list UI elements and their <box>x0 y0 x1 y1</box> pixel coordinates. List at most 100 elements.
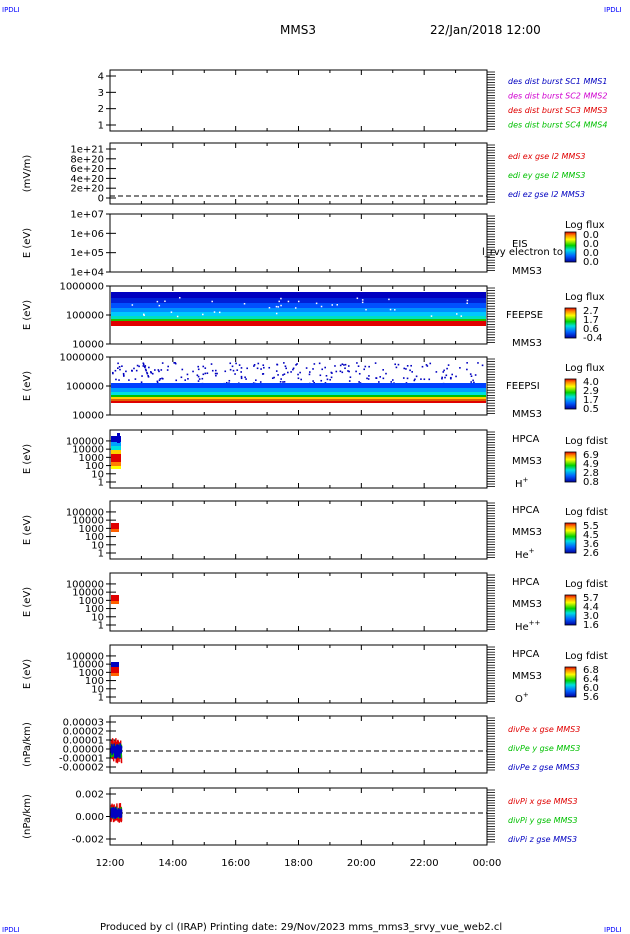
heat-speck <box>142 313 145 316</box>
x-tick-label: 12:00 <box>96 858 125 869</box>
y-tick-label: 1 <box>98 693 104 704</box>
y-tick-label: -0.00001 <box>59 754 104 765</box>
heat-speck <box>324 366 326 369</box>
heat-speck <box>161 377 163 380</box>
panel-frame-des <box>109 69 488 132</box>
heat-band <box>111 383 486 388</box>
colorbar-tick-label: 0.8 <box>583 477 599 488</box>
heat-speck <box>245 378 247 380</box>
heat-speck <box>405 368 407 370</box>
heat-speck <box>341 363 344 365</box>
heat-speck <box>202 365 205 368</box>
heat-speck <box>240 377 243 380</box>
heat-band <box>111 312 486 316</box>
heat-speck <box>244 376 246 379</box>
heat-speck <box>469 373 472 375</box>
heat-speck <box>445 374 448 377</box>
heat-speck <box>297 377 300 380</box>
heat-speck <box>441 376 443 379</box>
legend-entry: des dist burst SC2 MMS2 <box>508 92 607 101</box>
heat-speck <box>481 364 484 367</box>
heat-speck <box>278 300 280 303</box>
heat-speck <box>146 371 148 374</box>
heat-speck <box>347 365 350 367</box>
heat-speck <box>446 367 448 370</box>
legend-entry: des dist burst SC3 MMS3 <box>508 106 607 115</box>
colorbar-title: Log flux <box>565 220 605 231</box>
heat-speck <box>344 363 347 366</box>
heat-band <box>111 298 486 303</box>
y-tick-label: 0 <box>98 194 104 205</box>
heat-speck <box>236 369 239 371</box>
heat-speck <box>112 371 114 374</box>
heat-speck <box>181 368 184 371</box>
y-tick-label: 1 <box>98 621 104 632</box>
heat-speck <box>292 367 295 370</box>
heat-band <box>111 462 121 466</box>
colorbar <box>564 666 577 698</box>
colorbar-tick-label: 0.0 <box>583 230 599 241</box>
heat-speck <box>425 364 428 366</box>
heat-speck <box>470 381 472 383</box>
heat-speck <box>347 370 349 372</box>
y-tick-label: 1000 <box>79 596 104 607</box>
heat-speck <box>363 368 366 371</box>
heat-speck <box>280 304 282 307</box>
heat-speck <box>202 373 205 376</box>
heat-speck <box>259 381 262 383</box>
heat-speck <box>326 378 329 381</box>
panel-des: 4 3 2 1 des dist burst SC1 MMS1 des dist burs… <box>98 69 607 132</box>
heat-speck <box>234 373 236 375</box>
instrument-label: MMS3 <box>512 599 542 610</box>
heat-band <box>111 466 121 469</box>
heat-speck <box>144 365 147 367</box>
heat-speck <box>331 372 333 374</box>
heat-speck <box>229 362 232 365</box>
heat-speck <box>397 363 400 366</box>
heat-speck <box>391 379 394 381</box>
y-tick-label: 10 <box>91 540 104 551</box>
y-tick-label: 1e+21 <box>70 145 104 156</box>
y-tick-label: 100 <box>85 604 104 615</box>
heat-speck <box>118 379 120 381</box>
heat-speck <box>276 363 279 366</box>
heat-speck <box>423 378 426 381</box>
heat-speck <box>156 380 159 383</box>
heat-speck <box>305 367 308 369</box>
heat-speck <box>112 372 114 375</box>
heat-band <box>111 308 486 312</box>
heat-speck <box>210 363 213 365</box>
heat-speck <box>142 362 145 365</box>
heat-band <box>111 454 121 462</box>
colorbar-tick-label: 6.9 <box>583 450 599 461</box>
heat-speck <box>456 313 458 315</box>
heat-speck <box>160 369 163 371</box>
y-tick-label: 10 <box>91 469 104 480</box>
heat-speck <box>187 378 189 380</box>
heat-speck <box>375 377 377 379</box>
y-tick-label: 1 <box>98 121 104 132</box>
heat-speck <box>283 381 286 383</box>
heat-speck <box>164 300 166 302</box>
y-tick-label: 10000 <box>72 340 104 351</box>
y-tick-label: 10000 <box>72 411 104 422</box>
heat-speck <box>158 379 161 382</box>
heat-speck <box>406 377 409 380</box>
heat-speck <box>364 365 367 368</box>
heat-speck <box>256 367 259 370</box>
heat-speck <box>394 309 396 311</box>
legend-entry: edi ez gse l2 MMS3 <box>508 190 585 199</box>
heat-speck <box>231 365 234 368</box>
heat-speck <box>122 374 125 377</box>
heat-speck <box>390 381 393 383</box>
heat-speck <box>368 365 370 368</box>
y-tick-label: 3 <box>98 88 104 99</box>
heat-speck <box>282 381 284 383</box>
y-tick-label: 4 <box>98 72 104 83</box>
heat-speck <box>144 366 146 369</box>
panel-frame-hpca_h <box>109 429 488 489</box>
y-tick-label: 100000 <box>66 579 104 590</box>
heat-speck <box>145 369 147 372</box>
heat-speck <box>131 369 133 372</box>
heat-speck <box>214 369 217 372</box>
